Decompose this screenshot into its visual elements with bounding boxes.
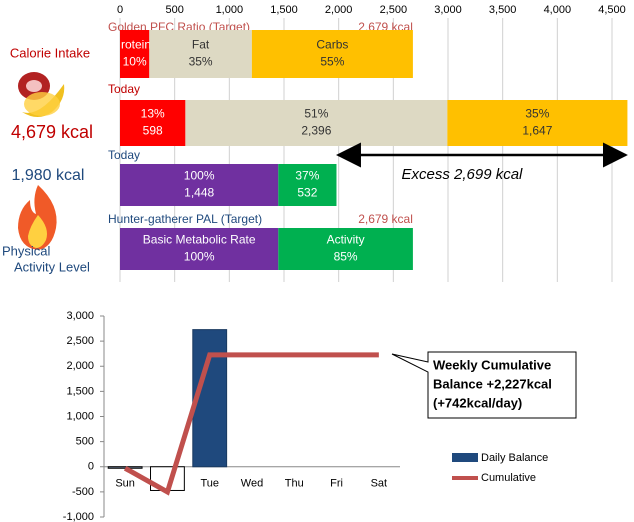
flame-icon <box>18 185 57 250</box>
burn-value: 1,980 kcal <box>12 167 85 184</box>
bar-segment <box>251 30 413 78</box>
y-tick-label: 2,000 <box>66 360 94 372</box>
x-tick-label: Tue <box>200 478 219 490</box>
x-tick-label: 0 <box>117 4 123 16</box>
bar-segment <box>120 30 150 78</box>
x-tick-label: 3,000 <box>434 4 462 16</box>
segment-label: 2,396 <box>301 124 331 138</box>
y-tick-label: 2,500 <box>66 335 94 347</box>
segment-label: 37% <box>295 169 319 183</box>
bar-label: Today <box>108 82 140 96</box>
y-tick-label: -1,000 <box>63 511 94 522</box>
legend-label: Cumulative <box>481 472 536 484</box>
food-icon <box>18 72 65 117</box>
bar-segment <box>278 164 337 206</box>
x-tick-label: Fri <box>330 478 343 490</box>
x-tick-label: Thu <box>285 478 304 490</box>
x-tick-label: 2,500 <box>380 4 408 16</box>
y-tick-label: -500 <box>72 486 94 498</box>
bar-segment <box>120 100 186 146</box>
y-tick-label: 0 <box>88 461 94 473</box>
x-tick-label: Sat <box>371 478 388 490</box>
segment-label: 1,448 <box>184 186 214 200</box>
y-tick-label: 1,500 <box>66 385 94 397</box>
x-tick-label: Sun <box>115 478 135 490</box>
segment-label: 100% <box>184 169 215 183</box>
segment-label: Carbs <box>316 38 348 52</box>
segment-label: 51% <box>304 107 328 121</box>
callout-box <box>391 351 577 419</box>
segment-label: rotein <box>121 38 151 52</box>
x-tick-label: 1,500 <box>270 4 298 16</box>
bar-segment <box>120 164 279 206</box>
x-tick-label: 4,500 <box>598 4 626 16</box>
segment-label: 1,647 <box>522 124 552 138</box>
segment-label: 532 <box>297 186 317 200</box>
segment-label: 35% <box>189 55 213 69</box>
segment-label: 55% <box>320 55 344 69</box>
x-tick-label: 2,000 <box>325 4 353 16</box>
callout-text: Weekly Cumulative <box>433 357 551 372</box>
segment-label: 10% <box>123 55 147 69</box>
segment-label: 85% <box>334 250 358 264</box>
legend-swatch <box>452 453 478 462</box>
bar-label: Today <box>108 148 140 162</box>
segment-label: 598 <box>143 124 163 138</box>
x-tick-label: 4,000 <box>544 4 572 16</box>
burn-title: Activity Level <box>14 259 90 274</box>
legend-label: Daily Balance <box>481 452 548 464</box>
segment-label: Fat <box>192 38 210 52</box>
total-label: 2,679 kcal <box>358 212 413 226</box>
x-tick-label: 1,000 <box>216 4 244 16</box>
y-tick-label: 500 <box>76 436 94 448</box>
segment-label: 100% <box>184 250 215 264</box>
bar-segment <box>447 100 628 146</box>
burn-title: Physical <box>2 243 51 258</box>
callout-text: Balance +2,227kcal <box>433 376 552 391</box>
x-tick-label: Wed <box>241 478 263 490</box>
line <box>123 352 379 496</box>
x-tick-label: 500 <box>165 4 183 16</box>
segment-label: 13% <box>141 107 165 121</box>
bar <box>107 466 143 469</box>
segment-label: Activity <box>327 233 365 247</box>
bar-segment <box>185 100 448 146</box>
bar-label: Hunter-gatherer PAL (Target) <box>108 212 262 226</box>
bar-segment <box>149 30 252 78</box>
callout-text: (+742kcal/day) <box>433 395 522 410</box>
bar-segment <box>120 228 279 270</box>
intake-value: 4,679 kcal <box>11 122 93 142</box>
segment-label: Basic Metabolic Rate <box>143 233 256 247</box>
intake-title: Calorie Intake <box>10 45 90 60</box>
x-tick-label: 3,500 <box>489 4 517 16</box>
excess-label: Excess 2,699 kcal <box>401 166 523 183</box>
segment-label: 35% <box>525 107 549 121</box>
y-tick-label: 1,000 <box>66 410 94 422</box>
y-tick-label: 3,000 <box>66 310 94 322</box>
bar-segment <box>278 228 413 270</box>
